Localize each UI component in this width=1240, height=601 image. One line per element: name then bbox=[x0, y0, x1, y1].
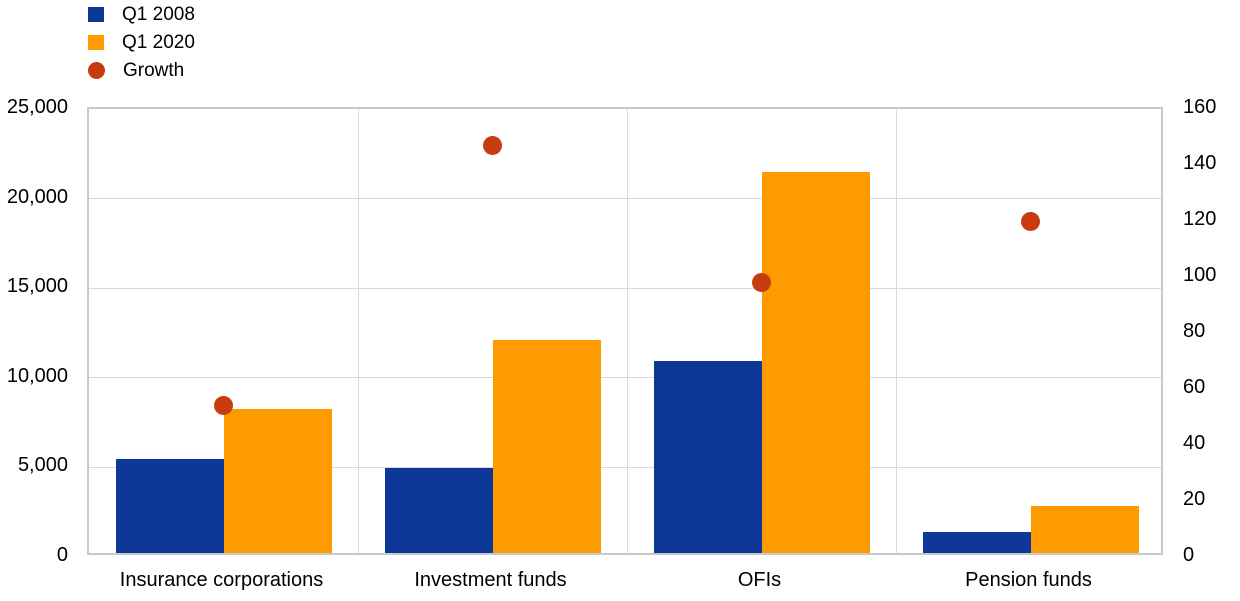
left-axis-tick-label: 15,000 bbox=[6, 275, 68, 298]
bar-q1-2020 bbox=[492, 339, 601, 553]
growth-dot bbox=[483, 135, 502, 155]
right-axis-tick-label: 120 bbox=[1183, 208, 1217, 230]
bar-q1-2008 bbox=[115, 458, 224, 553]
bar-q1-2008 bbox=[384, 467, 493, 553]
legend-label: Q1 2020 bbox=[122, 31, 195, 53]
horizontal-gridline bbox=[89, 377, 1161, 379]
right-axis-tick-label: 40 bbox=[1183, 432, 1206, 454]
legend-item: Q1 2008 bbox=[88, 0, 195, 28]
growth-dot bbox=[214, 396, 233, 416]
legend-square-swatch bbox=[88, 6, 104, 22]
bar-q1-2008 bbox=[922, 532, 1031, 553]
legend-label: Growth bbox=[123, 59, 185, 81]
right-axis-tick-label: 160 bbox=[1183, 96, 1217, 118]
legend-item: Growth bbox=[88, 56, 195, 84]
category-label: OFIs bbox=[737, 569, 782, 591]
plot-area bbox=[87, 107, 1163, 555]
panel-separator-gridline bbox=[895, 109, 897, 553]
right-axis-tick-label: 20 bbox=[1183, 488, 1206, 510]
legend-square-swatch bbox=[88, 34, 104, 50]
x-axis: Insurance corporations Investment funds OF… bbox=[87, 566, 1163, 596]
legend-circle-marker bbox=[88, 61, 105, 79]
bar-q1-2008 bbox=[653, 361, 762, 553]
panel-separator-gridline bbox=[357, 109, 359, 553]
bar-q1-2020 bbox=[1030, 506, 1139, 553]
legend: Q1 2008 Q1 2020 Growth bbox=[88, 0, 195, 84]
left-axis-tick-label: 25,000 bbox=[6, 96, 68, 118]
category-label: Insurance corporations bbox=[119, 569, 324, 591]
right-axis-tick-label: 0 bbox=[1183, 544, 1195, 566]
right-axis: 0 20 40 60 80 100 120 140 160 bbox=[1183, 0, 1240, 601]
left-axis-tick-label: 20,000 bbox=[6, 185, 68, 208]
category-label: Pension funds bbox=[965, 569, 1092, 591]
bar-q1-2020 bbox=[761, 172, 870, 553]
legend-item: Q1 2020 bbox=[88, 28, 195, 56]
left-axis-tick-label: 5,000 bbox=[17, 454, 68, 477]
growth-dot bbox=[752, 273, 771, 293]
right-axis-tick-label: 100 bbox=[1183, 264, 1217, 286]
left-axis-tick-label: 10,000 bbox=[6, 364, 68, 387]
bar-q1-2020 bbox=[223, 408, 332, 553]
horizontal-gridline bbox=[89, 287, 1161, 289]
horizontal-gridline bbox=[89, 466, 1161, 468]
panel-separator-gridline bbox=[626, 109, 628, 553]
right-axis-tick-label: 80 bbox=[1183, 320, 1206, 342]
right-axis-tick-label: 60 bbox=[1183, 376, 1206, 398]
right-axis-tick-label: 140 bbox=[1183, 152, 1217, 174]
horizontal-gridline bbox=[89, 198, 1161, 200]
category-label: Investment funds bbox=[414, 569, 567, 591]
legend-label: Q1 2008 bbox=[122, 3, 195, 25]
left-axis: 0 5,000 10,000 15,000 20,000 25,000 bbox=[0, 0, 68, 601]
growth-dot bbox=[1021, 211, 1040, 231]
left-axis-tick-label: 0 bbox=[56, 544, 68, 566]
